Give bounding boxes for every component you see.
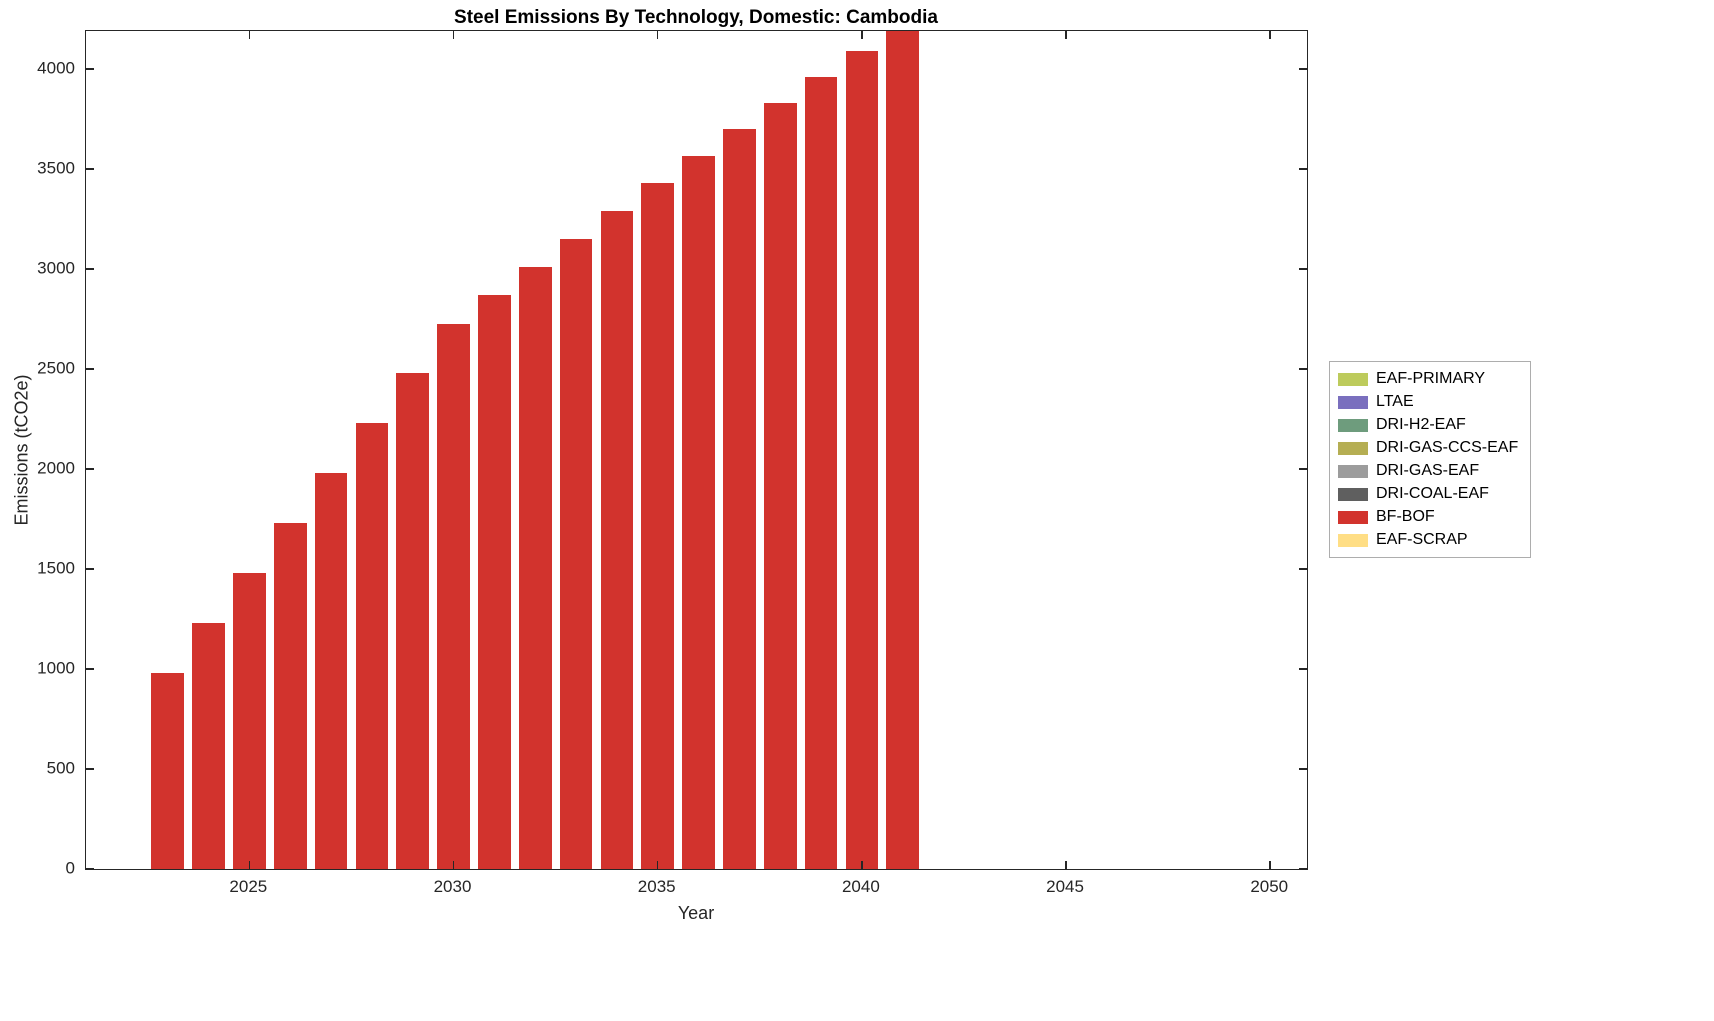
y-tick-mark bbox=[86, 368, 94, 370]
y-tick-mark bbox=[86, 768, 94, 770]
bar-2028 bbox=[355, 423, 389, 869]
legend-swatch bbox=[1338, 441, 1368, 455]
x-tick-label: 2030 bbox=[433, 877, 472, 896]
y-tick-mark-right bbox=[1299, 168, 1307, 170]
y-tick-mark-right bbox=[1299, 68, 1307, 70]
bar-2040 bbox=[845, 51, 879, 869]
bar-2037 bbox=[723, 129, 756, 869]
bar-2029 bbox=[396, 373, 429, 869]
y-tick-mark bbox=[86, 867, 94, 869]
y-tick-label: 1500 bbox=[37, 558, 75, 578]
legend-label: DRI-GAS-EAF bbox=[1376, 462, 1480, 479]
y-tick-mark bbox=[86, 168, 94, 170]
legend-item: DRI-H2-EAF bbox=[1338, 414, 1518, 436]
x-tick-label: 2040 bbox=[841, 877, 880, 896]
y-tick-mark-right bbox=[1299, 268, 1307, 270]
x-tick-label: 2025 bbox=[229, 877, 268, 896]
y-tick-mark bbox=[86, 268, 94, 270]
legend-item: DRI-GAS-CCS-EAF bbox=[1338, 437, 1518, 459]
legend-item: DRI-COAL-EAF bbox=[1338, 483, 1518, 505]
y-tick-label: 500 bbox=[46, 758, 75, 778]
y-tick-mark-right bbox=[1299, 568, 1307, 570]
bar-2036 bbox=[682, 156, 715, 869]
legend-label: LTAE bbox=[1376, 393, 1414, 410]
bar-2027 bbox=[314, 473, 348, 869]
y-tick-mark bbox=[86, 68, 94, 70]
y-tick-label: 3500 bbox=[37, 158, 75, 178]
bar-2035 bbox=[641, 183, 675, 869]
legend-item: BF-BOF bbox=[1338, 506, 1518, 528]
bar-2030 bbox=[437, 324, 470, 869]
bar-2041 bbox=[886, 31, 920, 869]
x-tick-mark-top bbox=[248, 31, 251, 39]
x-tick-mark bbox=[248, 861, 251, 869]
bar-2031 bbox=[478, 295, 511, 869]
legend-swatch bbox=[1338, 395, 1368, 409]
x-tick-mark-top bbox=[1065, 31, 1067, 39]
legend-label: EAF-SCRAP bbox=[1376, 531, 1468, 548]
y-tick-mark-right bbox=[1299, 668, 1307, 670]
x-tick-mark-top bbox=[656, 31, 659, 39]
legend-item: DRI-GAS-EAF bbox=[1338, 460, 1518, 482]
legend-swatch bbox=[1338, 510, 1368, 524]
y-tick-mark-right bbox=[1299, 368, 1307, 370]
y-tick-label: 4000 bbox=[37, 58, 75, 78]
x-tick-mark-top bbox=[1269, 31, 1271, 39]
legend-label: BF-BOF bbox=[1376, 508, 1435, 525]
legend-label: EAF-PRIMARY bbox=[1376, 370, 1486, 387]
x-tick-label: 2045 bbox=[1046, 877, 1084, 896]
y-tick-label: 2000 bbox=[37, 458, 75, 478]
y-tick-mark-right bbox=[1299, 768, 1307, 770]
bar-2024 bbox=[192, 623, 225, 869]
y-tick-label: 0 bbox=[65, 858, 75, 878]
bar-2038 bbox=[763, 103, 797, 869]
y-tick-mark bbox=[86, 468, 94, 470]
legend-item: EAF-SCRAP bbox=[1338, 529, 1518, 551]
legend: EAF-PRIMARY LTAE DRI-H2-EAF DRI-GAS-CCS-EAF… bbox=[1329, 361, 1532, 558]
y-tick-label: 3000 bbox=[37, 258, 75, 278]
legend-item: EAF-PRIMARY bbox=[1338, 368, 1518, 390]
y-tick-mark-right bbox=[1299, 468, 1307, 470]
bar-2033 bbox=[559, 239, 593, 869]
bar-2039 bbox=[804, 77, 838, 869]
chart-title: Steel Emissions By Technology, Domestic:… bbox=[454, 7, 938, 28]
x-tick-label: 2035 bbox=[637, 877, 676, 896]
legend-swatch bbox=[1338, 487, 1368, 501]
y-tick-label: 1000 bbox=[37, 658, 75, 678]
bar-2023 bbox=[151, 673, 184, 869]
x-axis-label: Year bbox=[677, 903, 715, 923]
legend-swatch bbox=[1338, 418, 1368, 432]
x-tick-mark-top bbox=[861, 31, 863, 39]
legend-label: DRI-H2-EAF bbox=[1376, 416, 1466, 433]
y-tick-label: 2500 bbox=[37, 358, 75, 378]
bar-2032 bbox=[518, 267, 552, 869]
bar-2025 bbox=[233, 573, 266, 869]
x-tick-mark bbox=[1065, 861, 1067, 869]
y-tick-mark-right bbox=[1299, 867, 1307, 869]
legend-item: LTAE bbox=[1338, 391, 1518, 413]
legend-swatch bbox=[1338, 464, 1368, 478]
y-axis-label: Emissions (tCO2e) bbox=[11, 374, 32, 526]
bar-2034 bbox=[600, 211, 634, 869]
y-tick-mark bbox=[86, 568, 94, 570]
x-tick-mark bbox=[656, 861, 659, 869]
legend-label: DRI-COAL-EAF bbox=[1376, 485, 1489, 502]
bar-2026 bbox=[273, 523, 307, 869]
x-tick-mark bbox=[861, 861, 863, 869]
x-tick-label: 2050 bbox=[1250, 877, 1289, 896]
legend-swatch bbox=[1338, 533, 1368, 547]
legend-swatch bbox=[1338, 372, 1368, 386]
x-tick-mark bbox=[452, 861, 455, 869]
y-tick-mark bbox=[86, 668, 94, 670]
plot-area bbox=[85, 30, 1308, 870]
x-tick-mark-top bbox=[452, 31, 455, 39]
x-tick-mark bbox=[1269, 861, 1271, 869]
legend-label: DRI-GAS-CCS-EAF bbox=[1376, 439, 1519, 456]
